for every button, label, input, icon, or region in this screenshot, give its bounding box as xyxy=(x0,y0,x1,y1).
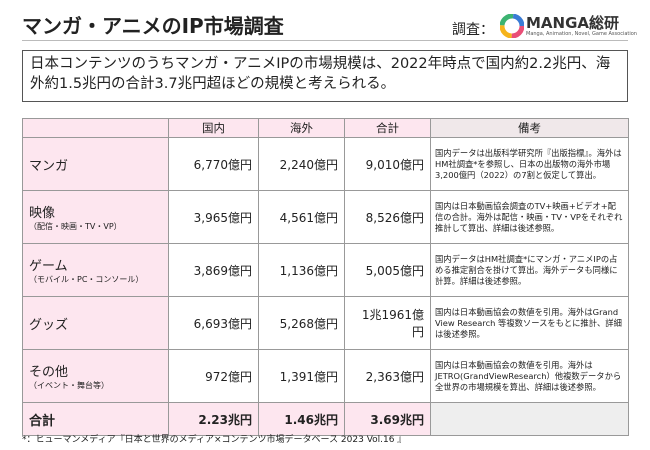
source-label: 調査： xyxy=(452,22,494,38)
column-header: 海外 xyxy=(258,118,345,138)
value-cell: 2,240億円 xyxy=(258,137,345,191)
value-cell: 8,526億円 xyxy=(344,190,431,244)
value-cell: 6,693億円 xyxy=(168,296,259,350)
row: グッズ 6,693億円 5,268億円 1兆1961億円 国内は日本動画協会の数値を引用… xyxy=(22,296,629,350)
footnote: *：ヒューマンメディア『日本と世界のメディア×コンテンツ市場データベース 202… xyxy=(22,435,407,445)
label-sub: （イベント・舞台等） xyxy=(29,381,109,390)
label-sub: （モバイル・PC・コンソール） xyxy=(29,275,144,284)
row-label: グッズ xyxy=(22,296,169,350)
value-cell: 1兆1961億円 xyxy=(344,296,431,350)
value-cell: 3,869億円 xyxy=(168,243,259,297)
row: マンガ 6,770億円 2,240億円 9,010億円 国内データは出版科学研究所『出版… xyxy=(22,137,629,191)
note-cell: 国内は日本動画協会調査のTV+映画+ビデオ+配信の合計。海外は配信・映画・TV・… xyxy=(430,190,629,244)
value-cell: 1,136億円 xyxy=(258,243,345,297)
label-text: ゲーム xyxy=(29,259,68,274)
note-cell: 国内データはHM社調査*にマンガ・アニメIPの占める推定割合を掛けて算出。海外デ… xyxy=(430,243,629,297)
header-cell xyxy=(22,118,169,138)
label-text: グッズ xyxy=(29,317,69,333)
note-cell: 国内は日本動画協会の数値を引用。海外はJETRO(GrandViewResear… xyxy=(430,349,629,403)
value-cell: 9,010億円 xyxy=(344,137,431,191)
row-label: マンガ xyxy=(22,137,169,191)
logo-name: MANGA総研 xyxy=(526,14,620,32)
column-header: 備考 xyxy=(430,118,629,138)
value-cell: 3,965億円 xyxy=(168,190,259,244)
row-label: ゲーム （モバイル・PC・コンソール） xyxy=(22,243,169,297)
market-table: 国内 海外 合計 備考 マンガ 6,770億円 2,240億円 9,010億円 国内データは出… xyxy=(22,118,629,436)
label-text: 映像 xyxy=(29,206,56,221)
row-label: 映像 （配信・映画・TV・VP） xyxy=(22,190,169,244)
value-cell: 5,268億円 xyxy=(258,296,345,350)
logo: MANGA総研 Manga, Animation, Novel, Game As… xyxy=(500,12,637,40)
row: その他 （イベント・舞台等） 972億円 1,391億円 2,363億円 国内は日本動画協… xyxy=(22,349,629,403)
value-cell: 3.69兆円 xyxy=(344,402,431,436)
value-cell: 972億円 xyxy=(168,349,259,403)
value-cell: 2,363億円 xyxy=(344,349,431,403)
value-cell: 5,005億円 xyxy=(344,243,431,297)
column-header: 合計 xyxy=(344,118,431,138)
note-cell xyxy=(430,402,629,436)
title: マンガ・アニメのIP市場調査 xyxy=(22,14,284,38)
value-cell: 4,561億円 xyxy=(258,190,345,244)
row: ゲーム （モバイル・PC・コンソール） 3,869億円 1,136億円 5,005億円国… xyxy=(22,243,629,297)
row: 映像 （配信・映画・TV・VP） 3,965億円 4,561億円 8,526億円 国内は日… xyxy=(22,190,629,244)
value-cell: 6,770億円 xyxy=(168,137,259,191)
value-cell: 1,391億円 xyxy=(258,349,345,403)
value-cell: 1.46兆円 xyxy=(258,402,345,436)
label-sub: （配信・映画・TV・VP） xyxy=(29,222,122,231)
header-row: 国内 海外 合計 備考 xyxy=(22,118,629,138)
label-text: マンガ xyxy=(29,158,69,174)
divider xyxy=(22,40,628,41)
note-cell: 国内は日本動画協会の数値を引用。海外はGrand View Research 等… xyxy=(430,296,629,350)
summary: 日本コンテンツのうちマンガ・アニメIPの市場規模は、2022年時点で国内約2.2… xyxy=(22,50,628,102)
logo-sub: Manga, Animation, Novel, Game Associatio… xyxy=(526,31,637,37)
note-cell: 国内データは出版科学研究所『出版指標』。海外はHM社調査*を参照し、日本の出版物… xyxy=(430,137,629,191)
logo-icon xyxy=(500,14,524,38)
label-text: その他 xyxy=(29,365,69,380)
row: 合計 2.23兆円 1.46兆円 3.69兆円 xyxy=(22,402,629,436)
label-text: 合計 xyxy=(29,413,56,429)
value-cell: 2.23兆円 xyxy=(168,402,259,436)
column-header: 国内 xyxy=(168,118,259,138)
row-label: その他 （イベント・舞台等） xyxy=(22,349,169,403)
row-label: 合計 xyxy=(22,402,169,436)
